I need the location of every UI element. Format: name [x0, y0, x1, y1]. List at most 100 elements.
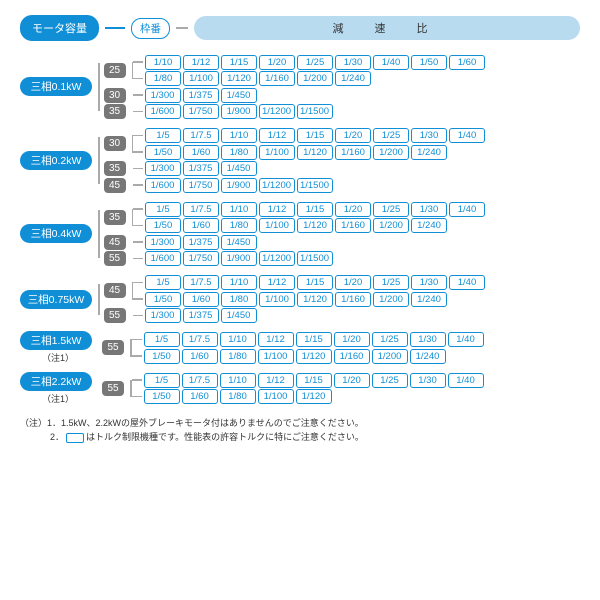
ratio-cell: 1/12 — [183, 55, 219, 70]
ratio-row: 1/51/7.51/101/121/151/201/251/301/40 — [133, 128, 485, 143]
ratio-cell: 1/1200 — [259, 251, 295, 266]
ratio-row: 1/6001/7501/9001/12001/1500 — [133, 251, 333, 266]
ratio-cell: 1/30 — [411, 128, 447, 143]
ratio-cell: 1/15 — [296, 332, 332, 347]
ratio-cell: 1/5 — [145, 128, 181, 143]
ratio-row: 1/501/601/801/1001/1201/1601/2001/240 — [133, 145, 485, 160]
frame-number-box: 55 — [102, 381, 124, 396]
motor-capacity-pill: 三相0.2kW — [20, 151, 92, 170]
highlight-legend-icon — [66, 433, 84, 443]
ratio-cell: 1/120 — [296, 349, 332, 364]
ratio-cell: 1/200 — [373, 292, 409, 307]
ratio-cell: 1/5 — [144, 332, 180, 347]
ratio-row: 1/501/601/801/1001/120 — [132, 389, 484, 404]
ratio-cell: 1/30 — [411, 202, 447, 217]
ratio-cell: 1/15 — [297, 202, 333, 217]
ratio-cell: 1/750 — [183, 104, 219, 119]
footer-notes: （注）1．1.5kW、2.2kWの屋外ブレーキモータ付はありませんのでご注意くだ… — [20, 416, 580, 445]
ratio-cell: 1/600 — [145, 251, 181, 266]
ratio-row: 1/51/7.51/101/121/151/201/251/301/40 — [132, 332, 484, 347]
frame-number-box: 25 — [104, 63, 126, 78]
ratio-cell: 1/40 — [373, 55, 409, 70]
ratio-cell: 1/7.5 — [183, 128, 219, 143]
ratio-cell: 1/1500 — [297, 251, 333, 266]
ratio-cell: 1/80 — [220, 389, 256, 404]
ratio-row: 1/3001/3751/450 — [133, 161, 257, 176]
ratio-cell: 1/375 — [183, 308, 219, 323]
ratio-row: 1/3001/3751/450 — [133, 88, 257, 103]
ratio-cell: 1/160 — [335, 292, 371, 307]
ratio-cell: 1/10 — [220, 332, 256, 347]
ratio-cell: 1/50 — [144, 389, 180, 404]
ratio-cell: 1/300 — [145, 88, 181, 103]
note-prefix: 2． — [50, 432, 64, 442]
ratio-cell: 1/100 — [259, 218, 295, 233]
note-prefix: （注）1． — [20, 418, 61, 428]
ratio-cell: 1/20 — [335, 128, 371, 143]
ratio-cell: 1/12 — [259, 275, 295, 290]
ratio-cell: 1/60 — [449, 55, 485, 70]
motor-capacity-pill: 三相0.4kW — [20, 224, 92, 243]
ratio-cell: 1/160 — [335, 145, 371, 160]
ratio-cell: 1/5 — [144, 373, 180, 388]
ratio-cell: 1/10 — [221, 275, 257, 290]
ratio-cell: 1/240 — [410, 349, 446, 364]
ratio-cell: 1/60 — [182, 389, 218, 404]
ratio-cell: 1/100 — [258, 389, 294, 404]
ratio-cell: 1/600 — [145, 104, 181, 119]
ratio-cell: 1/40 — [449, 275, 485, 290]
ratio-cell: 1/30 — [410, 373, 446, 388]
ratio-cell: 1/20 — [335, 202, 371, 217]
ratio-cell: 1/160 — [335, 218, 371, 233]
ratio-cell: 1/375 — [183, 88, 219, 103]
ratio-cell: 1/50 — [411, 55, 447, 70]
ratio-cell: 1/20 — [259, 55, 295, 70]
ratio-cell: 1/25 — [297, 55, 333, 70]
hdr-frame-number: 枠番 — [131, 18, 170, 39]
ratio-cell: 1/200 — [297, 71, 333, 86]
frame-number-box: 55 — [104, 308, 126, 323]
ratio-cell: 1/100 — [183, 71, 219, 86]
ratio-cell: 1/900 — [221, 251, 257, 266]
ratio-cell: 1/1200 — [259, 104, 295, 119]
ratio-cell: 1/15 — [296, 373, 332, 388]
frame-number-box: 45 — [104, 283, 126, 298]
frame-number-box: 30 — [104, 88, 126, 103]
ratio-cell: 1/750 — [183, 251, 219, 266]
ratio-cell: 1/12 — [258, 332, 294, 347]
ratio-cell: 1/80 — [220, 349, 256, 364]
ratio-cell: 1/120 — [297, 218, 333, 233]
ratio-cell: 1/20 — [334, 332, 370, 347]
ratio-cell: 1/450 — [221, 308, 257, 323]
ratio-cell: 1/10 — [221, 202, 257, 217]
ratio-cell: 1/450 — [221, 235, 257, 250]
motor-capacity-pill: 三相0.75kW — [20, 290, 92, 309]
ratio-cell: 1/1500 — [297, 178, 333, 193]
ratio-cell: 1/50 — [145, 218, 181, 233]
ratio-row: 1/101/121/151/201/251/301/401/501/60 — [133, 55, 485, 70]
ratio-cell: 1/60 — [183, 218, 219, 233]
ratio-cell: 1/12 — [258, 373, 294, 388]
ratio-cell: 1/7.5 — [183, 275, 219, 290]
ratio-cell: 1/40 — [448, 332, 484, 347]
frame-number-box: 55 — [104, 251, 126, 266]
ratio-cell: 1/300 — [145, 235, 181, 250]
ratio-cell: 1/450 — [221, 88, 257, 103]
ratio-cell: 1/240 — [335, 71, 371, 86]
frame-number-box: 45 — [104, 178, 126, 193]
ratio-cell: 1/1200 — [259, 178, 295, 193]
ratio-cell: 1/5 — [145, 202, 181, 217]
ratio-cell: 1/375 — [183, 161, 219, 176]
ratio-row: 1/51/7.51/101/121/151/201/251/301/40 — [132, 373, 484, 388]
frame-number-box: 55 — [102, 340, 124, 355]
ratio-cell: 1/20 — [335, 275, 371, 290]
ratio-cell: 1/25 — [373, 202, 409, 217]
ratio-cell: 1/900 — [221, 104, 257, 119]
ratio-cell: 1/30 — [335, 55, 371, 70]
note-1-marker: （注1） — [42, 351, 92, 364]
ratio-cell: 1/240 — [411, 218, 447, 233]
frame-number-box: 35 — [104, 161, 126, 176]
frame-number-box: 45 — [104, 235, 126, 250]
ratio-row: 1/801/1001/1201/1601/2001/240 — [133, 71, 485, 86]
ratio-cell: 1/60 — [183, 145, 219, 160]
